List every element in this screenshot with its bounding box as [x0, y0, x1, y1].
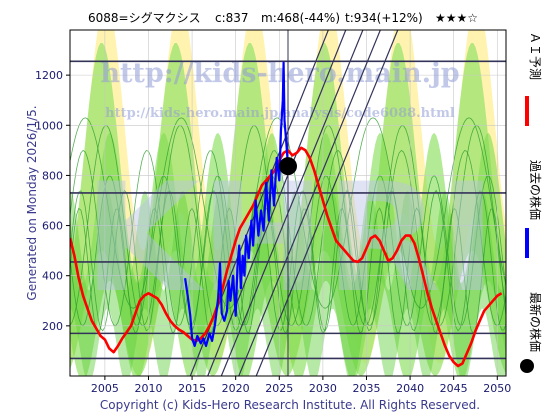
copyright-notice: Copyright (c) Kids-Hero Research Institu… [100, 398, 480, 412]
x-tick-label-2020: 2020 [222, 382, 250, 395]
chart-title-target: t:934(+12%) [345, 11, 423, 25]
y-tick-label-800: 800 [42, 169, 63, 182]
x-axis-ticks: 2005 2010 2015 2020 2025 2030 2035 2040 2045 2050 [91, 376, 511, 395]
generated-date-label: Generated on Monday 2026/1/5. [25, 105, 39, 300]
trend-line-1 [207, 30, 347, 376]
chart-title-code: 6088=シグマクシス [88, 11, 201, 25]
legend-latest-label: 最新の株価 [528, 292, 543, 352]
x-tick-label-2030: 2030 [309, 382, 337, 395]
legend-ai-label: ＡＩ予測 [528, 32, 542, 80]
legend-ai-swatch [525, 96, 529, 126]
y-tick-label-200: 200 [42, 320, 63, 333]
x-tick-label-2035: 2035 [352, 382, 380, 395]
watermark-url: http://kids-hero.main.jp [100, 58, 459, 89]
past-price-line [184, 61, 290, 347]
series-layer [70, 61, 503, 368]
legend-past-swatch [525, 228, 529, 258]
y-tick-label-1200: 1200 [35, 69, 63, 82]
y-tick-label-600: 600 [42, 220, 63, 233]
legend-latest-dot [520, 359, 534, 373]
trend-line-3 [238, 30, 381, 376]
trend-line-4 [255, 30, 399, 376]
ai-forecast-line [70, 146, 503, 368]
x-tick-label-2050: 2050 [483, 382, 511, 395]
legend: ＡＩ予測 過去の株価 最新の株価 [520, 32, 543, 373]
watermark-analysis-url: http://kids-hero.main.jp/analysis/code60… [105, 106, 455, 121]
y-axis-ticks: 200 400 600 800 1000 1200 [35, 69, 70, 333]
legend-past-label: 過去の株価 [528, 160, 543, 220]
chart-title-min: m:468(-44%) [261, 11, 340, 25]
chart-title-current: c:837 [215, 11, 249, 25]
x-tick-label-2015: 2015 [178, 382, 206, 395]
latest-markers [279, 157, 297, 176]
y-tick-label-1000: 1000 [35, 119, 63, 132]
x-tick-label-2040: 2040 [396, 382, 424, 395]
x-tick-label-2010: 2010 [134, 382, 162, 395]
y-tick-label-400: 400 [42, 270, 63, 283]
x-tick-label-2025: 2025 [265, 382, 293, 395]
trend-channels [189, 30, 399, 376]
x-tick-label-2045: 2045 [440, 382, 468, 395]
chart-title-stars: ★★★☆ [435, 11, 478, 25]
watermark-logo: KHRI [83, 152, 496, 326]
latest-price-point [279, 157, 297, 176]
plot-frame [69, 29, 507, 377]
x-tick-label-2005: 2005 [91, 382, 119, 395]
